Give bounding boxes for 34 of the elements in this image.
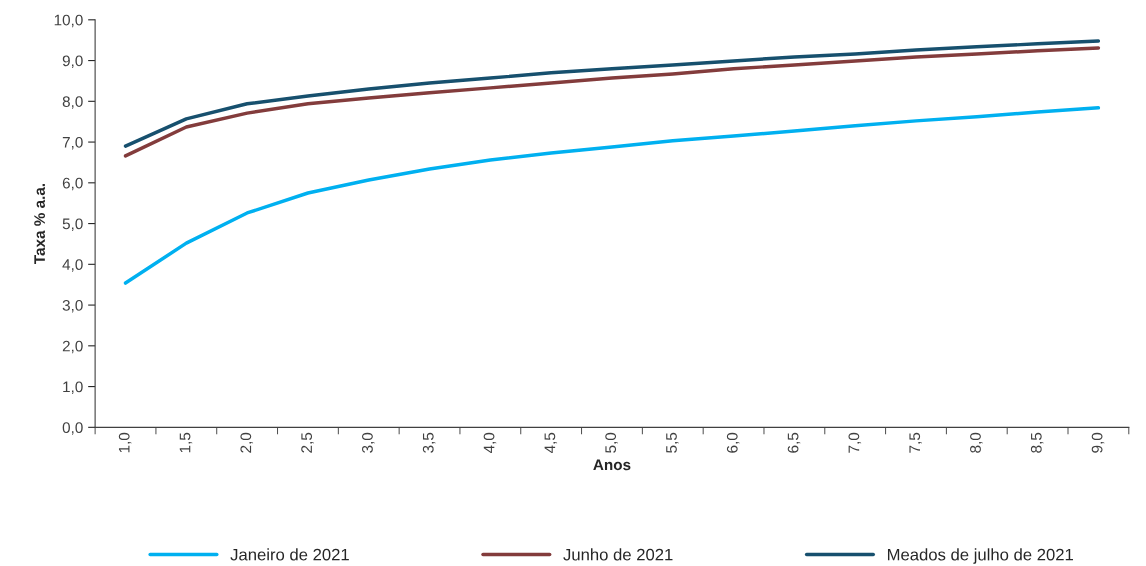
y-tick-label: 5,0 xyxy=(62,218,83,232)
y-tick-label: 3,0 xyxy=(62,299,83,313)
x-tick-label: 3,0 xyxy=(362,432,375,453)
line-series xyxy=(123,106,1101,285)
x-tick-label: 2,5 xyxy=(301,432,314,453)
y-tick-label: 0,0 xyxy=(62,422,83,435)
x-tick-label: 7,0 xyxy=(848,432,862,453)
legend-label: Junho de 2021 xyxy=(563,548,673,561)
y-tick-label: 4,0 xyxy=(62,259,83,272)
x-tick-label: 1,5 xyxy=(179,432,193,453)
y-axis-title: Taxa % a.a. xyxy=(34,183,46,265)
y-tick-label: 2,0 xyxy=(62,340,83,354)
x-tick-label: 9,0 xyxy=(1091,432,1105,453)
x-tick-label: 1,0 xyxy=(118,432,132,453)
x-tick-label: 5,0 xyxy=(605,432,618,453)
y-tick-label: 6,0 xyxy=(62,177,83,191)
legend-label: Meados de julho de 2021 xyxy=(887,548,1073,564)
legend-label: Janeiro de 2021 xyxy=(230,548,349,561)
x-tick-label: 5,5 xyxy=(666,432,679,453)
x-tick-label: 4,0 xyxy=(483,432,497,454)
x-tick-label: 6,0 xyxy=(726,432,740,453)
y-tick-label: 10,0 xyxy=(54,14,83,28)
y-tick-label: 1,0 xyxy=(63,381,83,395)
x-tick-label: 2,0 xyxy=(240,432,254,453)
x-tick-label: 3,5 xyxy=(422,432,436,453)
x-tick-label: 8,5 xyxy=(1030,432,1044,453)
y-tick-label: 9,0 xyxy=(62,55,83,69)
x-tick-label: 4,5 xyxy=(544,432,558,454)
x-tick-label: 7,5 xyxy=(909,432,922,453)
x-tick-label: 6,5 xyxy=(787,432,801,453)
y-tick-label: 7,0 xyxy=(62,136,83,150)
x-tick-label: 8,0 xyxy=(970,432,983,453)
x-axis-title: Anos xyxy=(593,459,631,471)
y-tick-label: 8,0 xyxy=(62,96,83,109)
